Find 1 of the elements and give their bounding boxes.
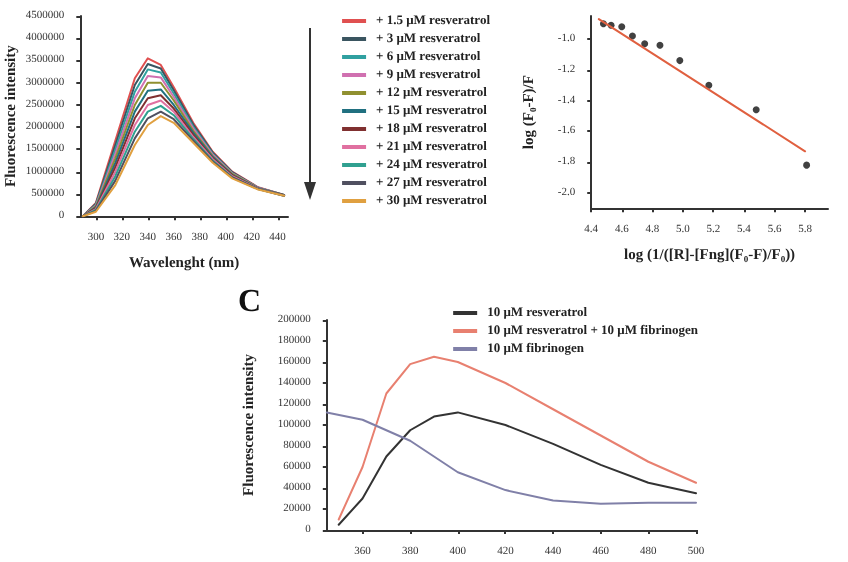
chart-title: C: [238, 285, 262, 319]
